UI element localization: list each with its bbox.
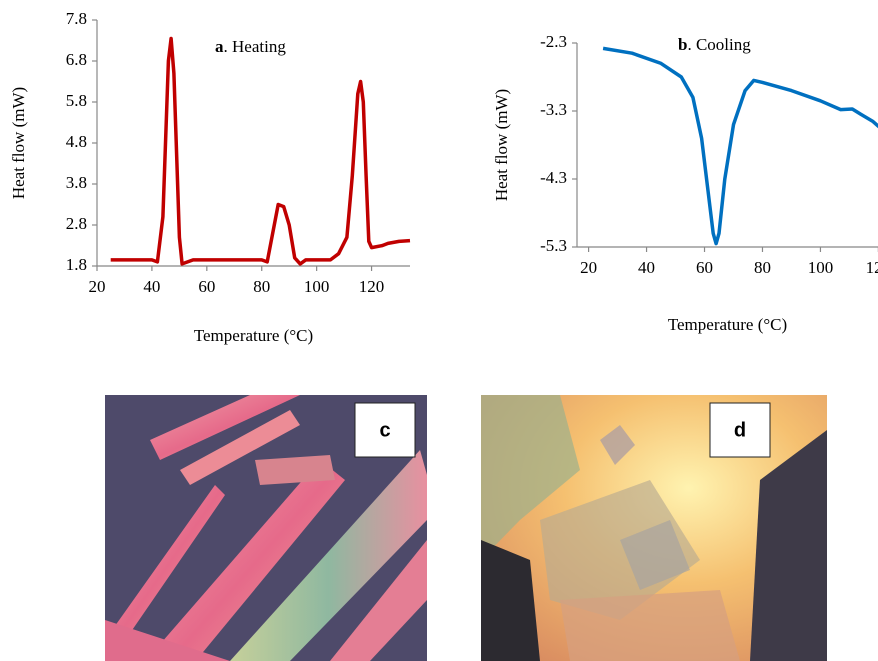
panel-letter: a: [215, 37, 224, 56]
x-tick-label: 100: [808, 258, 834, 277]
x-tick-label: 120: [866, 258, 878, 277]
y-tick-label: 4.8: [66, 132, 87, 151]
y-axis-label: Heat flow (mW): [492, 89, 511, 201]
x-tick-label: 100: [304, 277, 330, 296]
panel-label-box: [709, 402, 771, 458]
y-tick-label: -5.3: [540, 236, 567, 255]
title-text: . Heating: [224, 37, 287, 56]
y-tick-label: 2.8: [66, 214, 87, 233]
x-axis-label: Temperature (°C): [668, 315, 787, 334]
panel-letter: b: [678, 35, 687, 54]
y-tick-label: 3.8: [66, 173, 87, 192]
x-tick-label: 40: [638, 258, 655, 277]
data-line: [110, 36, 411, 266]
panel-label: d: [734, 419, 746, 441]
panel-label: c: [379, 419, 390, 441]
y-tick-label: 6.8: [66, 50, 87, 69]
x-tick-label: 20: [89, 277, 106, 296]
y-tick-label: -2.3: [540, 32, 567, 51]
x-tick-label: 120: [359, 277, 385, 296]
x-tick-label: 80: [754, 258, 771, 277]
chart-title: a. Heating: [215, 37, 286, 56]
y-tick-label: 1.8: [66, 255, 87, 274]
panel-label-box: [354, 402, 416, 458]
y-tick-label: 7.8: [66, 9, 87, 28]
title-text: . Cooling: [687, 35, 751, 54]
x-axis-label: Temperature (°C): [194, 326, 313, 345]
x-tick-label: 20: [580, 258, 597, 277]
chart-title: b. Cooling: [678, 35, 751, 54]
x-tick-label: 80: [253, 277, 270, 296]
x-tick-label: 40: [143, 277, 160, 296]
x-tick-label: 60: [696, 258, 713, 277]
y-tick-label: -3.3: [540, 100, 567, 119]
y-axis-label: Heat flow (mW): [9, 87, 28, 199]
y-tick-label: 5.8: [66, 91, 87, 110]
micrograph-d: [481, 395, 827, 661]
data-line: [602, 46, 878, 246]
y-tick-label: -4.3: [540, 168, 567, 187]
x-tick-label: 60: [198, 277, 215, 296]
